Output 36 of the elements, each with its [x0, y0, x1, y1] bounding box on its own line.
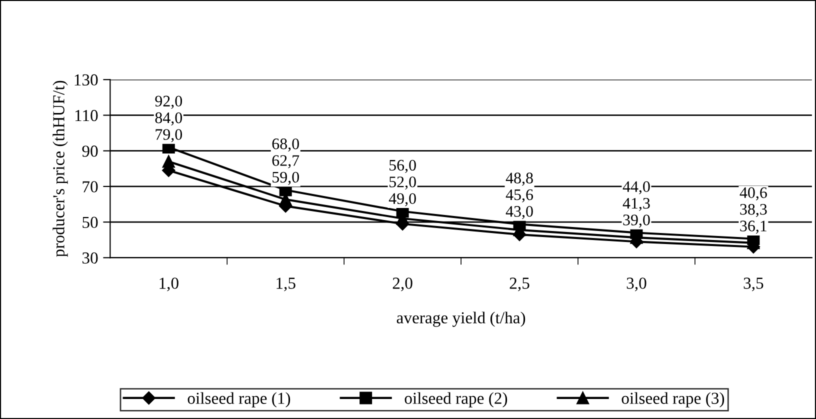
x-tick-label: 3,5 [744, 278, 764, 292]
y-tick-label: 30 [82, 252, 98, 264]
x-tick-label: 2,0 [392, 278, 412, 292]
data-label: 84,0 [155, 112, 182, 126]
data-label: 40,6 [740, 187, 767, 200]
y-tick-label: 110 [75, 110, 98, 122]
data-label: 36,1 [740, 220, 766, 234]
x-tick-label: 1,0 [160, 278, 178, 292]
data-label: 92,0 [155, 96, 182, 109]
data-label: 62,7 [272, 155, 300, 168]
x-tick-label: 3,0 [626, 278, 646, 292]
x-axis-title: average yield (t/ha) [396, 312, 526, 327]
data-label: 68,0 [272, 138, 299, 152]
data-label: 48,8 [506, 172, 533, 186]
y-tick-label: 130 [74, 74, 98, 86]
point [162, 155, 175, 168]
legend-label: oilseed rape (2) [404, 392, 508, 408]
legend-label: oilseed rape (1) [188, 392, 290, 408]
data-label: 43,0 [506, 206, 533, 220]
x-tick-label: 1,5 [276, 278, 296, 292]
y-tick-label: 70 [82, 181, 98, 192]
data-label: 38,3 [740, 204, 767, 218]
legend-label: oilseed rape (3) [622, 392, 724, 408]
y-axis-title: producer's price (thHUF/t) [52, 80, 68, 257]
x-tick-label: 2,5 [510, 278, 530, 292]
data-label: 39,0 [623, 214, 650, 228]
data-label: 52,0 [390, 176, 416, 190]
data-label: 56,0 [390, 160, 416, 173]
data-label: 45,6 [506, 189, 534, 202]
data-label: 59,0 [272, 172, 299, 185]
y-tick-label: 50 [82, 216, 98, 228]
data-label: 41,3 [622, 198, 650, 211]
data-label: 44,0 [622, 181, 650, 194]
data-label: 49,0 [388, 193, 416, 206]
data-label: 79,0 [156, 129, 182, 142]
y-tick-label: 90 [82, 146, 98, 157]
